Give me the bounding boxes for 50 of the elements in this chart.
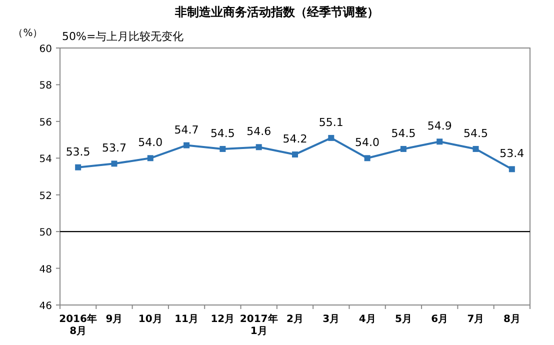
data-label: 54.6 bbox=[246, 125, 272, 138]
point bbox=[75, 164, 82, 170]
point bbox=[147, 155, 154, 162]
y-tick-label: 48 bbox=[39, 264, 52, 276]
x-tick-label: 5月 bbox=[394, 314, 412, 325]
data-label: 53.4 bbox=[500, 147, 524, 160]
y-tick-label: 60 bbox=[39, 44, 52, 55]
x-tick-label: 3月 bbox=[322, 314, 340, 325]
x-tick-label: 10月 bbox=[138, 314, 162, 325]
x-tick-label: 11月 bbox=[174, 314, 198, 325]
point bbox=[472, 146, 479, 152]
point bbox=[400, 146, 406, 152]
data-label: 54.9 bbox=[427, 120, 452, 133]
point bbox=[436, 138, 443, 145]
x-tick-label: 6月 bbox=[431, 314, 448, 325]
x-tick-label: 2月 bbox=[286, 314, 304, 325]
x-tick-label: 8月 bbox=[503, 314, 520, 325]
data-label: 54.0 bbox=[138, 136, 163, 150]
x-tick-label: 9月 bbox=[106, 314, 123, 325]
x-tick-label: 2017年 1月 bbox=[240, 313, 278, 337]
point bbox=[220, 146, 226, 152]
y-tick-label: 46 bbox=[39, 301, 52, 312]
y-tick-label: 52 bbox=[39, 190, 52, 202]
data-label: 54.2 bbox=[282, 132, 308, 146]
x-tick-label: 12月 bbox=[210, 314, 235, 325]
data-label: 54.5 bbox=[391, 126, 416, 140]
data-label: 54.0 bbox=[355, 136, 380, 150]
y-tick-label: 54 bbox=[39, 154, 52, 166]
point bbox=[508, 166, 515, 172]
chart-title: 非制造业商务活动指数（经季节调整） bbox=[174, 5, 379, 19]
data-label: 53.7 bbox=[102, 142, 126, 155]
x-tick-label: 4月 bbox=[358, 314, 376, 325]
point bbox=[328, 134, 334, 141]
point bbox=[256, 144, 262, 150]
data-label: 53.5 bbox=[66, 145, 90, 158]
x-tick-label: 2016年 8月 bbox=[59, 313, 97, 337]
data-label: 54.7 bbox=[174, 123, 199, 136]
point bbox=[364, 155, 370, 162]
point bbox=[292, 151, 298, 158]
y-tick-label: 50 bbox=[39, 228, 52, 239]
x-tick-label: 7月 bbox=[467, 314, 484, 325]
data-label: 54.5 bbox=[210, 126, 235, 140]
point bbox=[111, 160, 118, 167]
y-tick-label: 58 bbox=[39, 80, 52, 92]
data-label: 55.1 bbox=[318, 116, 344, 129]
text: 50%=与上月比较无变化 bbox=[62, 30, 184, 43]
point bbox=[184, 142, 190, 148]
data-label: 54.5 bbox=[464, 126, 488, 140]
y-axis-title: （%） bbox=[13, 28, 43, 39]
y-tick-label: 56 bbox=[39, 117, 52, 128]
